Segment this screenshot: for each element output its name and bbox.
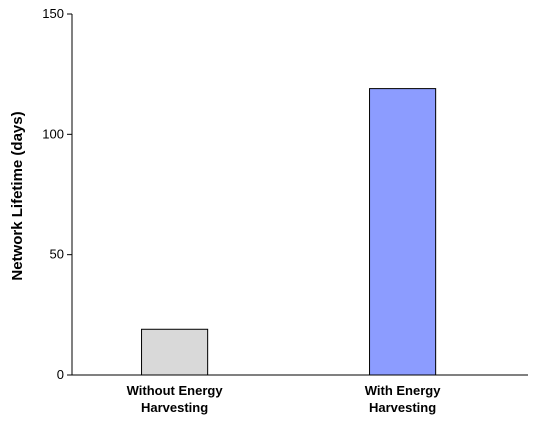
y-tick-label: 0: [57, 367, 64, 382]
x-category-label: Harvesting: [369, 400, 436, 415]
y-tick-label: 150: [42, 6, 64, 21]
y-tick-label: 100: [42, 126, 64, 141]
bars: [141, 88, 437, 376]
y-axis-title: Network Lifetime (days): [9, 111, 26, 280]
x-category-label: Harvesting: [141, 400, 208, 415]
bar-0: [141, 328, 209, 376]
y-tick-label: 50: [50, 247, 64, 262]
y-axis-ticks: 0 50 100 150: [42, 6, 72, 382]
x-axis-labels: Without Energy Harvesting With Energy Harve…: [127, 383, 442, 415]
x-category-label: With Energy: [365, 383, 441, 398]
x-category-label: Without Energy: [127, 383, 224, 398]
bar-1: [369, 88, 437, 376]
